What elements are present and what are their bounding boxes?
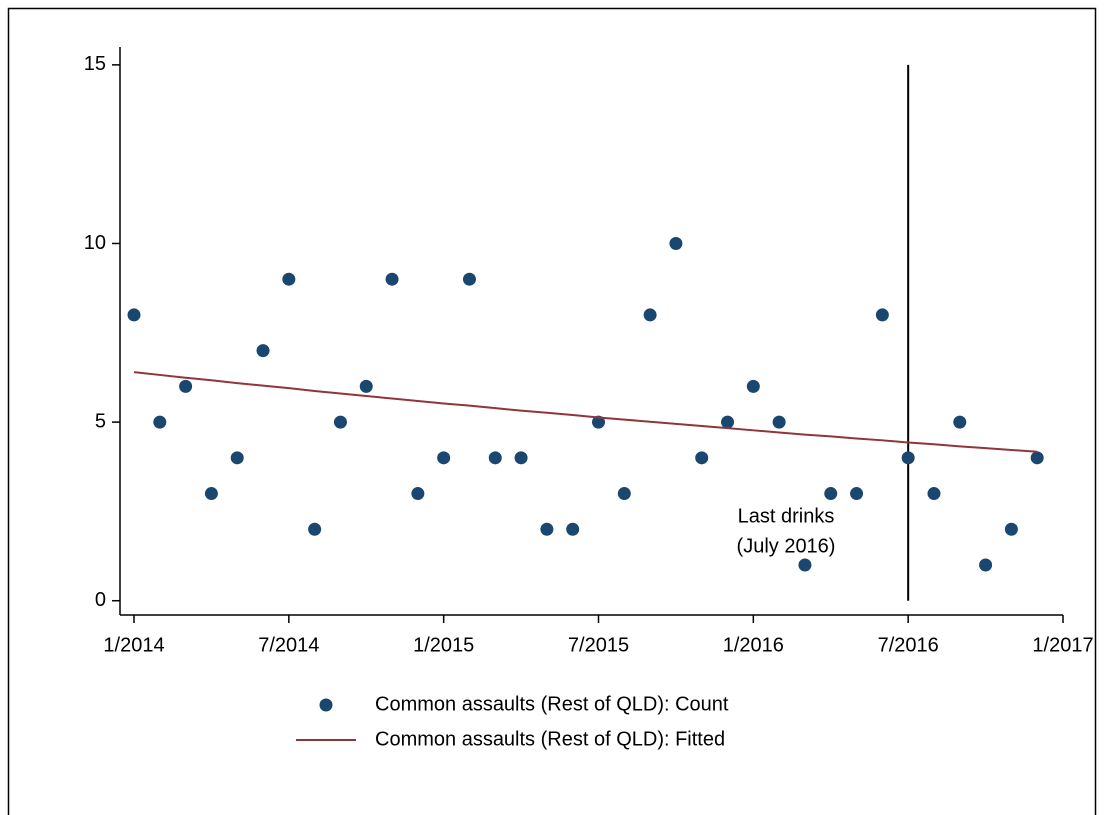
data-point xyxy=(282,272,296,286)
y-tick-label: 5 xyxy=(95,410,106,432)
data-point xyxy=(927,487,941,501)
data-point xyxy=(514,451,528,465)
data-point xyxy=(617,487,631,501)
x-tick-label: 7/2014 xyxy=(258,634,319,656)
data-point xyxy=(901,451,915,465)
data-point xyxy=(127,308,141,322)
data-point xyxy=(204,487,218,501)
data-point xyxy=(359,379,373,393)
data-point xyxy=(437,451,451,465)
data-point xyxy=(385,272,399,286)
data-point xyxy=(488,451,502,465)
y-tick-label: 10 xyxy=(84,232,106,254)
x-tick-label: 1/2015 xyxy=(413,634,474,656)
data-point xyxy=(669,236,683,250)
data-point xyxy=(824,487,838,501)
legend-label: Common assaults (Rest of QLD): Count xyxy=(375,693,729,715)
legend-swatch xyxy=(319,698,333,712)
x-tick-label: 7/2016 xyxy=(878,634,939,656)
y-tick-label: 0 xyxy=(95,589,106,611)
data-point xyxy=(1004,522,1018,536)
data-point xyxy=(592,415,605,429)
annotation: (July 2016) xyxy=(737,535,836,557)
data-point xyxy=(256,344,270,358)
y-tick-label: 15 xyxy=(84,53,106,75)
fitted-line xyxy=(133,371,1038,453)
data-point xyxy=(643,308,657,322)
data-point xyxy=(153,415,167,429)
data-point xyxy=(772,415,786,429)
data-point xyxy=(875,308,889,322)
data-point xyxy=(411,487,425,501)
data-point xyxy=(179,379,193,393)
x-tick-label: 7/2015 xyxy=(568,634,629,656)
data-point xyxy=(850,487,864,501)
x-tick-label: 1/2017 xyxy=(1032,634,1093,656)
frame xyxy=(7,7,1097,815)
data-point xyxy=(746,379,760,393)
data-point xyxy=(953,415,967,429)
data-point xyxy=(462,272,476,286)
data-point xyxy=(308,522,322,536)
data-point xyxy=(230,451,244,465)
data-point xyxy=(979,558,993,572)
data-point xyxy=(721,415,735,429)
legend-label: Common assaults (Rest of QLD): Fitted xyxy=(375,728,725,750)
data-point xyxy=(695,451,709,465)
data-point xyxy=(566,522,580,536)
x-tick-label: 1/2016 xyxy=(723,634,784,656)
x-tick-label: 1/2014 xyxy=(103,634,164,656)
annotation: Last drinks xyxy=(738,505,835,527)
data-point xyxy=(540,522,554,536)
data-point xyxy=(333,415,347,429)
data-point xyxy=(798,558,812,572)
data-point xyxy=(1030,451,1044,465)
